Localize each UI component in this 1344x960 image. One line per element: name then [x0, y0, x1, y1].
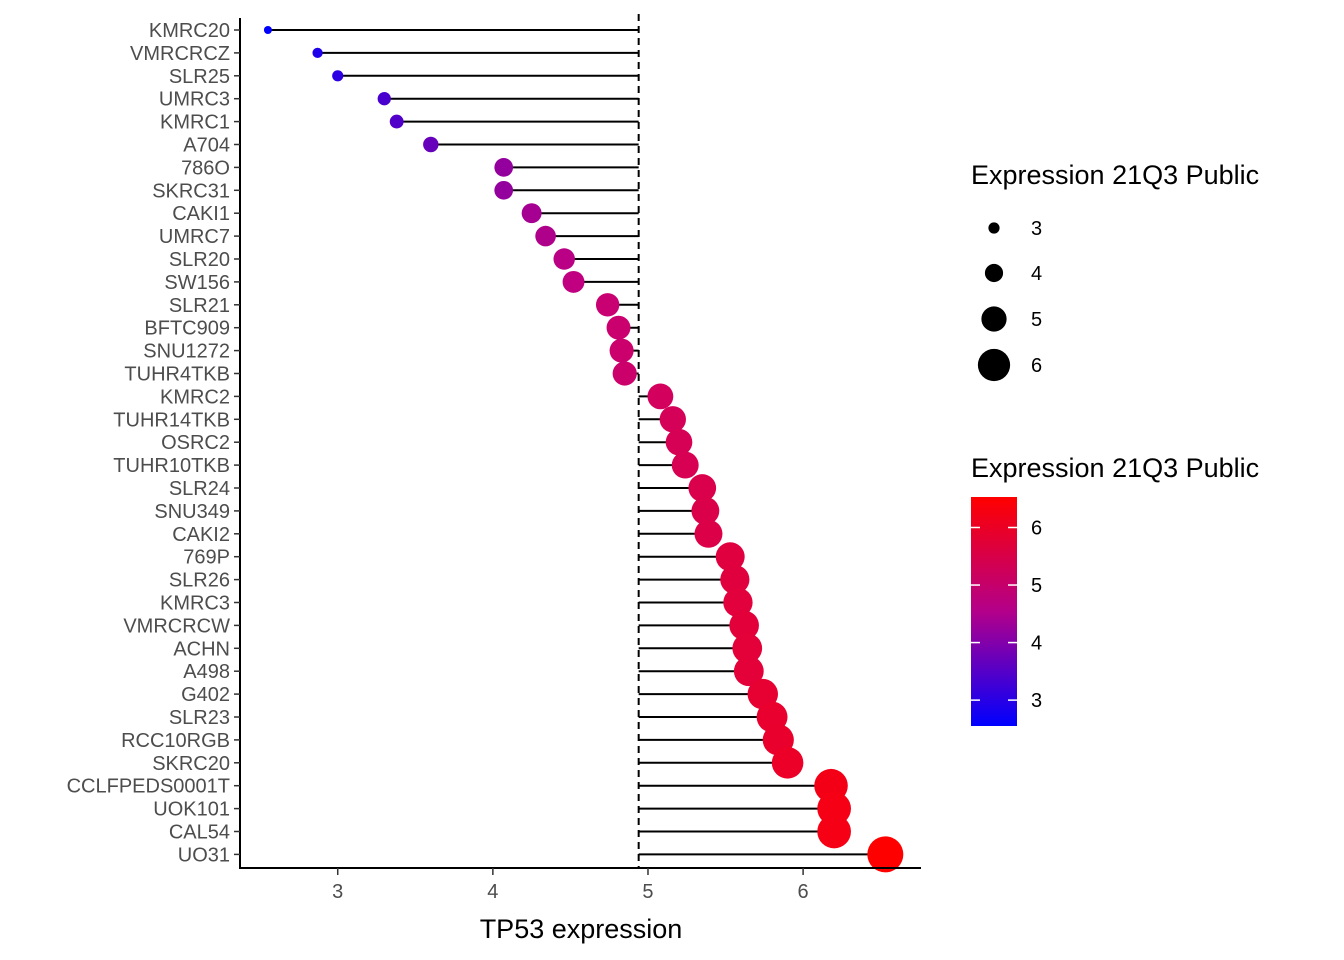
y-tick-label: SLR23: [169, 707, 230, 729]
point-snu1272: [609, 338, 634, 363]
color-legend-label: 6: [1031, 517, 1042, 539]
point-osrc2: [665, 428, 693, 456]
point-bftc909: [606, 315, 631, 340]
y-tick-label: A704: [183, 135, 230, 157]
y-tick-label: CAKI2: [172, 524, 230, 546]
point-slr24: [688, 474, 717, 502]
y-tick-label: VMRCRCW: [123, 615, 230, 637]
x-tick-label: 5: [642, 881, 653, 903]
point-slr25: [332, 70, 344, 82]
point-slr21: [595, 293, 620, 317]
point-kmrc1: [389, 114, 404, 129]
color-legend: Expression 21Q3 Public 3 4 5 6: [971, 453, 1259, 726]
point-skrc31: [494, 180, 514, 200]
y-tick-label: VMRCRCZ: [130, 43, 230, 65]
y-tick-label: CAL54: [169, 822, 230, 844]
size-legend-key-5: [981, 306, 1007, 332]
point-786o: [494, 158, 514, 177]
size-legend-key-4: [984, 263, 1004, 283]
size-legend: Expression 21Q3 Public 3 4 5 6: [971, 160, 1259, 382]
y-tick-label: CAKI1: [172, 203, 230, 225]
y-tick-label: UOK101: [153, 799, 230, 821]
point-achn: [732, 633, 763, 664]
point-tuhr10tkb: [671, 451, 699, 479]
size-legend-label: 3: [1031, 218, 1042, 240]
y-tick-label: UMRC3: [159, 89, 230, 111]
point-umrc7: [535, 225, 556, 247]
point-sw156: [562, 270, 585, 293]
point-a704: [423, 136, 439, 153]
point-umrc3: [377, 92, 391, 106]
y-tick-label: SKRC20: [152, 753, 230, 775]
y-tick-label: RCC10RGB: [121, 730, 230, 752]
y-tick-label: A498: [183, 661, 230, 683]
x-tick-label: 4: [487, 881, 498, 903]
point-769p: [715, 542, 745, 572]
y-tick-label: SLR26: [169, 570, 230, 592]
y-tick-label: SKRC31: [152, 180, 230, 202]
y-tick-label: TUHR4TKB: [124, 364, 230, 386]
point-kmrc3: [723, 587, 753, 618]
y-tick-label: SLR24: [169, 478, 230, 500]
y-tick-label: 786O: [181, 157, 230, 179]
point-kmrc20: [263, 26, 272, 34]
y-tick-label: SLR25: [169, 66, 230, 88]
point-tuhr14tkb: [659, 406, 686, 433]
point-a498: [733, 656, 764, 687]
y-tick-label: KMRC3: [160, 593, 230, 615]
point-snu349: [691, 496, 720, 525]
y-tick-label: KMRC1: [160, 112, 230, 134]
x-tick-label: 6: [798, 881, 809, 903]
y-tick-label: SLR21: [169, 295, 230, 317]
y-tick-label: TUHR10TKB: [113, 455, 230, 477]
y-tick-label: OSRC2: [161, 432, 230, 454]
x-tick-label: 3: [332, 881, 343, 903]
y-tick-label: TUHR14TKB: [113, 409, 230, 431]
y-tick-label: BFTC909: [144, 318, 230, 340]
point-caki1: [521, 203, 542, 224]
x-axis-title: TP53 expression: [480, 914, 683, 944]
axes: KMRC20VMRCRCZSLR25UMRC3KMRC1A704786OSKRC…: [67, 18, 921, 903]
y-tick-label: CCLFPEDS0001T: [67, 776, 230, 798]
y-tick-label: 769P: [183, 547, 230, 569]
y-tick-label: UO31: [178, 844, 230, 866]
point-caki2: [694, 519, 723, 548]
y-tick-label: SNU1272: [143, 341, 230, 363]
y-tick-label: ACHN: [173, 638, 230, 660]
y-tick-label: KMRC20: [149, 20, 230, 42]
color-legend-label: 4: [1031, 633, 1042, 655]
color-legend-label: 3: [1031, 690, 1042, 712]
point-slr26: [720, 565, 750, 595]
y-tick-label: KMRC2: [160, 386, 230, 408]
point-tuhr4tkb: [612, 361, 637, 386]
point-uo31: [867, 836, 904, 873]
point-slr20: [553, 248, 575, 270]
size-legend-label: 5: [1031, 309, 1042, 331]
color-bar: [971, 497, 1017, 726]
point-vmrcrcz: [312, 47, 323, 59]
y-tick-label: SLR20: [169, 249, 230, 271]
size-legend-label: 6: [1031, 355, 1042, 377]
y-tick-label: G402: [181, 684, 230, 706]
size-legend-key-6: [977, 348, 1011, 382]
y-tick-label: SW156: [164, 272, 230, 294]
y-tick-label: SNU349: [154, 501, 230, 523]
color-legend-label: 5: [1031, 575, 1042, 597]
point-skrc20: [771, 747, 804, 779]
point-vmrcrcw: [729, 610, 759, 641]
point-kmrc2: [647, 383, 674, 410]
size-legend-label: 4: [1031, 263, 1042, 285]
y-tick-label: UMRC7: [159, 226, 230, 248]
point-cal54: [817, 814, 851, 849]
size-legend-title: Expression 21Q3 Public: [971, 160, 1259, 190]
color-legend-title: Expression 21Q3 Public: [971, 453, 1259, 483]
size-legend-key-3: [988, 222, 1000, 234]
plot-panel: [263, 14, 904, 873]
